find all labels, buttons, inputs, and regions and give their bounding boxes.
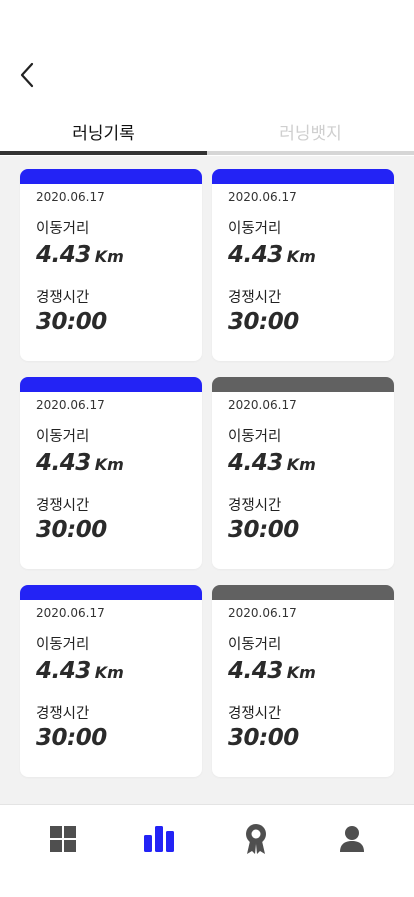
distance-value: 4.43 <box>36 658 91 684</box>
time-value: 30:00 <box>36 725 107 751</box>
tab-running-records[interactable]: 러닝기록 <box>72 123 135 144</box>
time-label: 경쟁시간 <box>228 706 282 722</box>
distance-unit: Km <box>286 247 316 266</box>
distance-unit: Km <box>94 247 124 266</box>
distance-readout: 4.43 Km <box>36 242 124 268</box>
nav-dashboard[interactable] <box>47 823 79 855</box>
distance-unit: Km <box>286 455 316 474</box>
distance-readout: 4.43 Km <box>228 450 316 476</box>
header <box>0 0 414 110</box>
distance-value: 4.43 <box>228 658 283 684</box>
chevron-left-icon <box>20 62 34 88</box>
time-label: 경쟁시간 <box>228 498 282 514</box>
time-value: 30:00 <box>36 309 107 335</box>
dashboard-icon <box>50 826 76 852</box>
card-date: 2020.06.17 <box>228 190 297 204</box>
record-card[interactable]: 2020.06.17 이동거리 4.43 Km 경쟁시간 30:00 <box>212 585 394 777</box>
record-card[interactable]: 2020.06.17 이동거리 4.43 Km 경쟁시간 30:00 <box>212 169 394 361</box>
time-value: 30:00 <box>228 517 299 543</box>
back-button[interactable] <box>14 60 40 90</box>
distance-unit: Km <box>94 663 124 682</box>
distance-unit: Km <box>286 663 316 682</box>
time-value: 30:00 <box>228 309 299 335</box>
record-card[interactable]: 2020.06.17 이동거리 4.43 Km 경쟁시간 30:00 <box>20 169 202 361</box>
distance-value: 4.43 <box>36 450 91 476</box>
distance-label: 이동거리 <box>228 429 282 445</box>
distance-readout: 4.43 Km <box>36 658 124 684</box>
record-card[interactable]: 2020.06.17 이동거리 4.43 Km 경쟁시간 30:00 <box>212 377 394 569</box>
distance-label: 이동거리 <box>228 637 282 653</box>
distance-readout: 4.43 Km <box>36 450 124 476</box>
card-status-bar <box>20 585 202 600</box>
card-status-bar <box>20 169 202 184</box>
bottom-nav <box>0 804 414 897</box>
card-status-bar <box>212 585 394 600</box>
nav-records[interactable] <box>143 823 175 855</box>
card-date: 2020.06.17 <box>36 606 105 620</box>
distance-readout: 4.43 Km <box>228 242 316 268</box>
record-card[interactable]: 2020.06.17 이동거리 4.43 Km 경쟁시간 30:00 <box>20 377 202 569</box>
nav-badges[interactable] <box>240 823 272 855</box>
distance-label: 이동거리 <box>36 429 90 445</box>
card-date: 2020.06.17 <box>228 398 297 412</box>
time-value: 30:00 <box>36 517 107 543</box>
time-label: 경쟁시간 <box>36 290 90 306</box>
card-date: 2020.06.17 <box>36 398 105 412</box>
card-date: 2020.06.17 <box>228 606 297 620</box>
distance-value: 4.43 <box>228 242 283 268</box>
bar-chart-icon <box>144 826 174 852</box>
card-date: 2020.06.17 <box>36 190 105 204</box>
record-card[interactable]: 2020.06.17 이동거리 4.43 Km 경쟁시간 30:00 <box>20 585 202 777</box>
tab-bar: 러닝기록 러닝뱃지 <box>0 110 414 156</box>
time-label: 경쟁시간 <box>228 290 282 306</box>
time-label: 경쟁시간 <box>36 706 90 722</box>
badge-icon <box>246 824 266 854</box>
distance-readout: 4.43 Km <box>228 658 316 684</box>
distance-label: 이동거리 <box>36 637 90 653</box>
time-label: 경쟁시간 <box>36 498 90 514</box>
nav-profile[interactable] <box>336 823 368 855</box>
time-value: 30:00 <box>228 725 299 751</box>
card-status-bar <box>20 377 202 392</box>
card-status-bar <box>212 377 394 392</box>
profile-icon <box>340 826 364 852</box>
tab-running-badges[interactable]: 러닝뱃지 <box>279 123 342 144</box>
tab-indicator-track <box>0 151 414 155</box>
distance-value: 4.43 <box>228 450 283 476</box>
card-status-bar <box>212 169 394 184</box>
distance-value: 4.43 <box>36 242 91 268</box>
distance-label: 이동거리 <box>36 221 90 237</box>
distance-unit: Km <box>94 455 124 474</box>
distance-label: 이동거리 <box>228 221 282 237</box>
tab-indicator-active <box>0 151 207 155</box>
